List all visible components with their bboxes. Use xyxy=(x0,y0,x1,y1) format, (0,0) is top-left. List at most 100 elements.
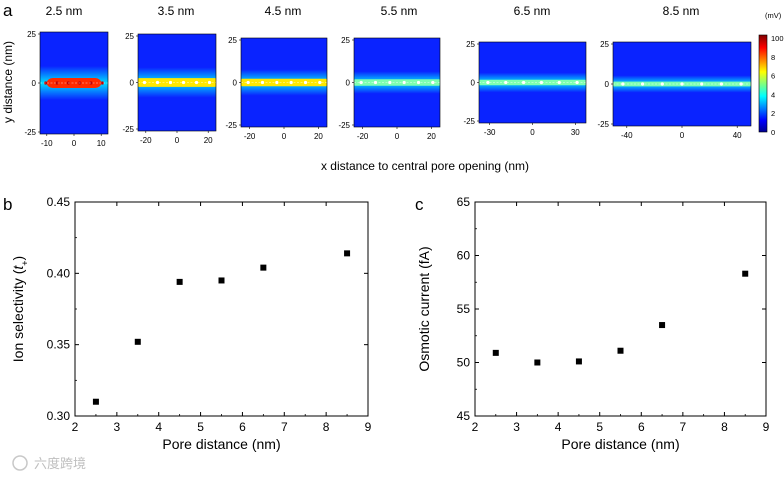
colorbar-tick-label: 4 xyxy=(771,90,775,99)
map-y-tick-label: -25 xyxy=(463,117,475,126)
data-point xyxy=(617,347,624,354)
y-tick-label: 50 xyxy=(457,356,471,370)
x-tick-label: 9 xyxy=(365,420,372,434)
colorbar-tick-label: 6 xyxy=(771,72,775,81)
pore-marker xyxy=(539,80,544,85)
map-title: 5.5 nm xyxy=(381,4,418,18)
map-y-tick-label: -25 xyxy=(338,121,350,130)
map-y-tick-label: -25 xyxy=(24,128,36,137)
x-tick-label: 8 xyxy=(323,420,330,434)
map-title: 2.5 nm xyxy=(46,4,83,18)
map-x-tick-label: -20 xyxy=(244,132,256,141)
data-point xyxy=(134,338,141,345)
x-tick-label: 3 xyxy=(114,420,121,434)
map-title: 6.5 nm xyxy=(514,4,551,18)
colorbar-tick-label: 2 xyxy=(771,109,775,118)
map-x-tick-label: -10 xyxy=(41,139,53,148)
y-axis-label-ylabel_close: ) xyxy=(10,256,26,261)
pore-marker xyxy=(521,80,526,85)
data-point xyxy=(534,359,541,366)
pore-marker xyxy=(739,82,743,86)
map-y-tick-label: 25 xyxy=(125,32,134,41)
colorbar-tick-label: 8 xyxy=(771,53,775,62)
pore-marker xyxy=(557,80,561,85)
map-x-tick-label: -40 xyxy=(621,131,633,140)
data-point xyxy=(260,264,267,271)
map-y-tick-label: 0 xyxy=(233,79,238,88)
y-axis-label-ylabel_main: Ion selectivity ( xyxy=(10,269,26,362)
pore-marker xyxy=(44,81,48,85)
map-x-tick-label: 0 xyxy=(530,128,535,137)
x-tick-label: 6 xyxy=(638,420,645,434)
data-point xyxy=(742,270,749,277)
map-x-tick-label: 10 xyxy=(97,139,106,148)
pore-marker xyxy=(719,82,724,86)
potential-map-2: 3.5 nm 25 0 -25 -20 0 20 xyxy=(122,4,217,145)
y-axis-label: Ion selectivity (t+) xyxy=(10,256,30,362)
pore-marker xyxy=(504,80,508,85)
map-title: 4.5 nm xyxy=(265,4,302,18)
pore-marker xyxy=(194,80,199,85)
panel-label-b: b xyxy=(3,195,12,214)
x-axis-label: Pore distance (nm) xyxy=(162,436,280,452)
potential-map-6: 8.5 nm 25 0 -25 -40 0 40 xyxy=(597,4,752,140)
potential-map-5: 6.5 nm 25 0 -25 -30 0 30 xyxy=(463,4,587,137)
map-y-tick-label: 0 xyxy=(605,80,610,89)
data-point xyxy=(344,250,351,257)
x-tick-label: 6 xyxy=(239,420,246,434)
data-point xyxy=(92,398,99,405)
x-tick-label: 5 xyxy=(596,420,603,434)
panel-label-c: c xyxy=(415,195,424,214)
map-x-tick-label: 20 xyxy=(314,132,323,141)
x-tick-label: 5 xyxy=(197,420,204,434)
y-tick-label: 55 xyxy=(457,302,471,316)
map-x-tick-label: 0 xyxy=(680,131,685,140)
map-y-tick-label: 25 xyxy=(341,36,350,45)
watermark-logo xyxy=(12,455,28,471)
map-y-tick-label: 0 xyxy=(130,79,135,88)
pore-marker xyxy=(100,81,104,85)
map-x-tick-label: 30 xyxy=(571,128,580,137)
y-axis-label-ylabel_sym: t xyxy=(10,265,26,270)
potential-map-1: 2.5 nm 25 0 -25 -10 0 10 xyxy=(24,4,109,148)
map-x-tick-label: -20 xyxy=(140,136,152,145)
x-tick-label: 7 xyxy=(680,420,687,434)
map-y-axis-label: y distance (nm) xyxy=(1,41,15,123)
map-title: 8.5 nm xyxy=(663,4,700,18)
colorbar-unit: (mV) xyxy=(765,11,782,20)
x-tick-label: 4 xyxy=(155,420,162,434)
x-tick-label: 2 xyxy=(472,420,479,434)
x-tick-label: 3 xyxy=(513,420,520,434)
data-point xyxy=(176,278,183,285)
map-x-tick-label: -30 xyxy=(484,128,496,137)
colorbar-tick-label: 0 xyxy=(771,128,775,137)
potential-map-3: 4.5 nm 25 0 -25 -20 0 20 xyxy=(225,4,328,141)
x-tick-label: 4 xyxy=(555,420,562,434)
map-x-tick-label: 0 xyxy=(175,136,180,145)
map-y-tick-label: 0 xyxy=(32,79,37,88)
y-tick-label: 0.30 xyxy=(47,409,71,423)
y-tick-label: 45 xyxy=(457,409,471,423)
map-y-tick-label: -25 xyxy=(225,121,237,130)
map-y-tick-label: 25 xyxy=(228,36,237,45)
map-x-tick-label: 40 xyxy=(733,131,742,140)
y-tick-label: 60 xyxy=(457,249,471,263)
potential-map-4: 5.5 nm 25 0 -25 -20 0 20 xyxy=(338,4,441,141)
map-y-tick-label: 25 xyxy=(600,40,609,49)
ion-selectivity-chart: 2 3 4 5 6 7 8 9 0.30 0.35 0.40 0.45 Pore distance (n… xyxy=(10,195,372,452)
map-y-tick-label: 0 xyxy=(471,79,476,88)
x-tick-label: 9 xyxy=(763,420,770,434)
y-axis-label-ylabel_sub: + xyxy=(20,260,30,265)
y-tick-label: 0.45 xyxy=(47,195,71,209)
y-tick-label: 0.40 xyxy=(47,266,71,280)
panel-label-a: a xyxy=(3,1,13,20)
data-point xyxy=(575,358,582,365)
map-x-tick-label: 0 xyxy=(72,139,77,148)
y-tick-label: 65 xyxy=(457,195,471,209)
map-y-tick-label: 25 xyxy=(27,30,36,39)
pore-marker xyxy=(621,82,625,86)
x-axis-label: Pore distance (nm) xyxy=(561,436,679,452)
plot-frame xyxy=(74,201,369,417)
